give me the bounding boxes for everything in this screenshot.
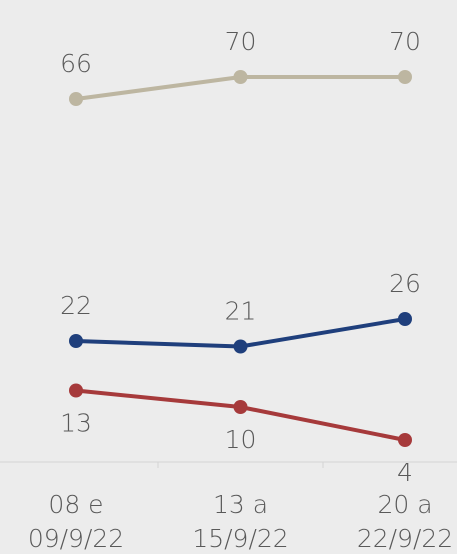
data-point: [233, 70, 248, 84]
data-label: 22: [60, 291, 92, 320]
data-point: [69, 383, 83, 398]
data-label: 10: [225, 425, 257, 454]
x-tick-label: 08 e 09/9/22: [28, 490, 124, 553]
data-label: 4: [397, 458, 413, 487]
x-tick-label-line: 13 a: [213, 490, 268, 519]
x-tick-label: 13 a 15/9/22: [192, 490, 288, 553]
data-point: [69, 334, 83, 348]
x-tick-label-line: 20 a: [377, 490, 432, 519]
x-tick-label-line: 08 e: [48, 490, 103, 519]
data-point: [233, 400, 248, 414]
x-tick-label-line: 22/9/22: [357, 524, 453, 553]
data-point: [398, 70, 412, 84]
x-tick-label-line: 15/9/22: [192, 524, 288, 553]
data-point: [398, 433, 412, 447]
data-point: [398, 312, 412, 326]
data-label: 21: [225, 297, 257, 326]
x-tick-label: 20 a 22/9/22: [357, 490, 453, 553]
data-label: 66: [60, 49, 92, 78]
data-label: 70: [389, 27, 421, 56]
data-point: [69, 92, 83, 106]
data-label: 26: [389, 269, 421, 298]
x-tick-label-line: 09/9/22: [28, 524, 124, 553]
data-point: [233, 339, 248, 354]
data-label: 13: [60, 409, 92, 438]
data-label: 70: [225, 27, 257, 56]
